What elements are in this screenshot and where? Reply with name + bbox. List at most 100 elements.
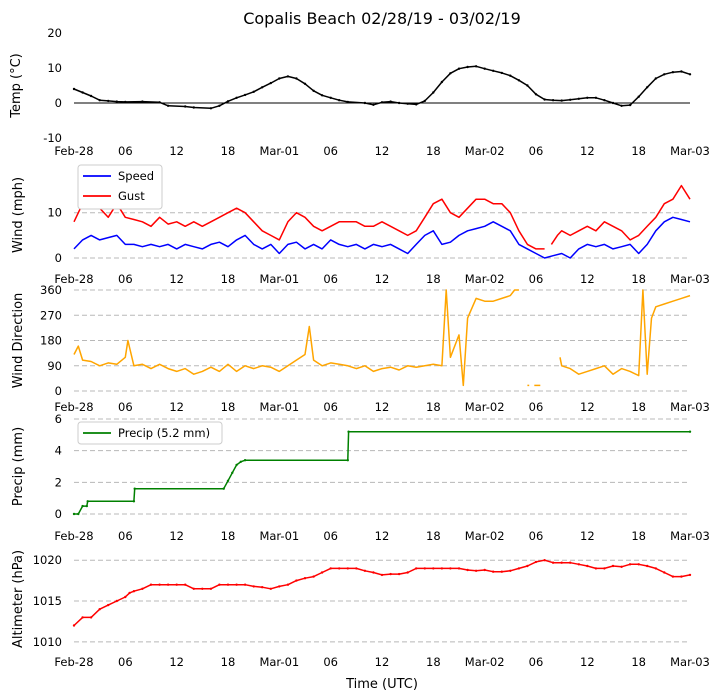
wind-x-tick-label: Mar-03 [670, 272, 710, 286]
panel-precip: 0 2 4 6 Precip (mm) Feb-28 06 12 18 Mar-01 06 12 18 M… [11, 412, 710, 543]
temp-x-tick-label: 12 [580, 144, 595, 158]
temp-data-point [278, 77, 281, 80]
alt-data-point [628, 563, 632, 566]
alt-data-point [380, 573, 384, 577]
wdir-x-tick-label: 12 [580, 400, 595, 414]
wind-x-tick-label: 18 [221, 272, 236, 286]
precip-data-point [72, 512, 76, 516]
alt-data-point [492, 570, 495, 573]
temp-data-point [209, 107, 213, 110]
temp-data-point [577, 97, 580, 101]
temp-data-point [406, 102, 409, 105]
wdir-x-tick-label: 12 [169, 400, 184, 414]
alt-data-point [269, 587, 272, 590]
temp-data-point [363, 101, 367, 105]
precip-x-tick-label: 18 [221, 529, 236, 543]
alt-data-point [209, 587, 213, 590]
alt-data-point [671, 575, 675, 578]
wdir-x-tick-label: Mar-03 [670, 400, 710, 414]
precip-y-tick-label: 4 [55, 444, 62, 458]
temp-data-point [492, 69, 495, 73]
precip-series-line-0 [74, 430, 690, 515]
wdir-y-tick-label: 180 [40, 334, 62, 348]
wdir-x-tick-label: Feb-28 [54, 400, 93, 414]
alt-data-point [89, 616, 93, 619]
alt-x-tick-label: 06 [118, 655, 133, 669]
precip-data-point [688, 430, 692, 433]
wind-legend-label: Gust [118, 189, 145, 203]
alt-x-tick-label: 18 [631, 655, 646, 669]
alt-data-point [646, 564, 649, 568]
wdir-x-tick-label: Mar-02 [465, 400, 505, 414]
alt-series-line-0 [73, 559, 691, 627]
precip-data-point [81, 504, 84, 508]
alt-data-point [226, 583, 230, 586]
temp-data-point [295, 77, 298, 80]
wind-x-tick-label: 06 [529, 272, 544, 286]
alt-data-point [175, 583, 178, 586]
alt-data-point [235, 583, 238, 586]
wdir-x-tick-label: 06 [118, 400, 133, 414]
alt-data-point [474, 569, 478, 572]
alt-data-point [397, 572, 401, 576]
alt-x-tick-label: 12 [580, 655, 595, 669]
temp-data-point [551, 99, 555, 102]
temp-data-point [380, 101, 384, 104]
temp-data-point [517, 79, 521, 82]
alt-x-tick-label: Mar-03 [670, 655, 710, 669]
temp-data-point [654, 77, 657, 80]
wind-x-tick-label: 12 [169, 272, 184, 286]
temp-data-point [252, 90, 255, 94]
alt-data-point [680, 575, 683, 578]
temp-data-point [235, 96, 238, 100]
temp-data-point [586, 96, 589, 100]
temp-data-point [646, 86, 649, 89]
temp-x-tick-label: 06 [529, 144, 544, 158]
precip-data-point [226, 479, 230, 482]
temp-data-point [89, 94, 93, 98]
alt-data-point [577, 563, 580, 566]
temp-data-point [397, 101, 401, 105]
alt-data-point [278, 585, 281, 588]
temp-data-point [449, 72, 452, 75]
temp-y-tick-label: 0 [55, 96, 62, 110]
alt-x-tick-label: 06 [323, 655, 338, 669]
precip-data-point [132, 500, 136, 503]
temp-data-point [534, 93, 538, 96]
alt-data-point [432, 567, 435, 570]
wdir-series-line-3 [559, 289, 691, 377]
alt-data-point [107, 603, 110, 607]
alt-data-point [688, 573, 692, 577]
alt-data-point [620, 565, 623, 568]
alt-data-point [201, 587, 204, 590]
wind-legend: Speed Gust [77, 164, 163, 210]
temp-data-point [261, 86, 264, 89]
temp-data-point [671, 71, 675, 74]
wind-y-tick-label: 0 [55, 251, 62, 265]
precip-x-tick-label: 12 [375, 529, 390, 543]
precip-data-point [235, 463, 238, 467]
wind-series-line-1 [73, 198, 545, 250]
alt-data-point [149, 583, 153, 586]
alt-data-point [457, 567, 461, 570]
precip-x-tick-label: 06 [118, 529, 133, 543]
temp-x-tick-label: Mar-02 [465, 144, 505, 158]
temp-y-tick-label: 10 [47, 61, 62, 75]
wind-x-tick-label: Feb-28 [54, 272, 93, 286]
temp-data-point [98, 99, 101, 102]
alt-x-tick-label: 12 [375, 655, 390, 669]
temp-data-point [688, 73, 692, 76]
wind-x-tick-label: Mar-02 [465, 272, 505, 286]
panel-wdir: 0 90 180 270 360 Wind Direction Feb-28 06 12 18 Ma… [11, 283, 710, 414]
precip-data-point [86, 500, 89, 503]
temp-data-point [415, 103, 418, 106]
temp-data-point [440, 80, 444, 84]
wind-x-tick-label: 12 [580, 272, 595, 286]
temp-data-point [303, 82, 307, 86]
temp-data-point [329, 96, 332, 100]
temp-data-point [680, 70, 683, 73]
temp-data-point [509, 74, 512, 77]
alt-data-point [346, 567, 349, 570]
alt-data-point [329, 567, 332, 570]
